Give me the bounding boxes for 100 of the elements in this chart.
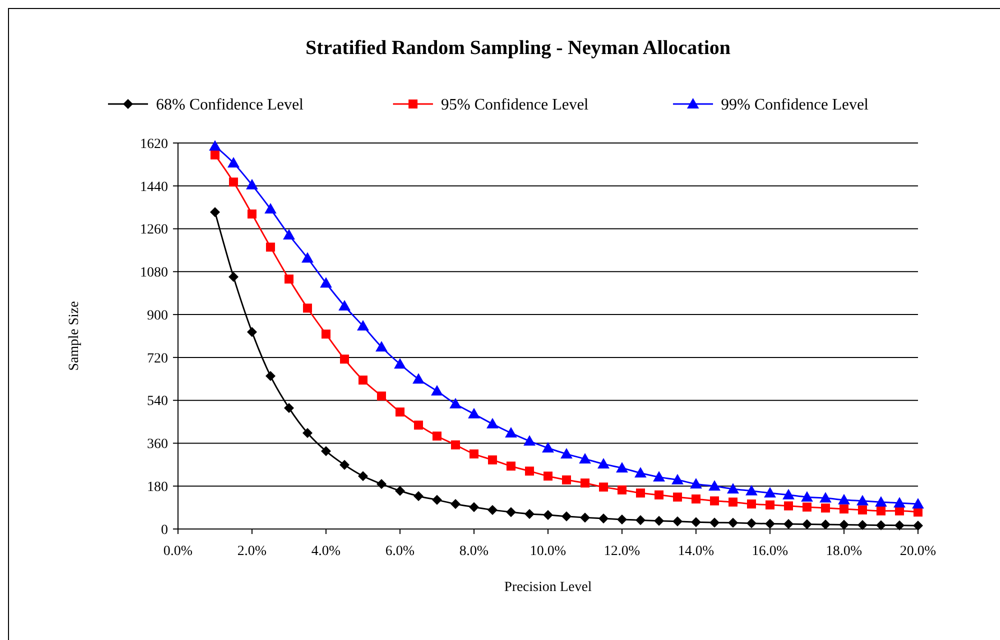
point xyxy=(321,446,331,456)
x-tick-label: 12.0% xyxy=(604,544,640,559)
point xyxy=(562,511,572,522)
legend-label: 99% Confidence Level xyxy=(721,96,870,114)
point xyxy=(377,392,386,401)
point xyxy=(838,494,850,504)
point xyxy=(506,462,516,471)
point xyxy=(784,518,794,529)
point xyxy=(691,517,701,528)
y-tick-label: 180 xyxy=(147,480,168,496)
point xyxy=(710,518,720,528)
point xyxy=(488,455,497,464)
x-tick-label: 18.0% xyxy=(826,544,862,559)
point xyxy=(210,207,220,218)
point xyxy=(876,520,886,530)
point xyxy=(692,494,700,504)
point xyxy=(338,300,350,310)
point xyxy=(358,471,368,482)
point xyxy=(672,516,682,526)
point xyxy=(765,518,775,529)
point xyxy=(839,520,849,530)
point xyxy=(746,518,756,528)
point xyxy=(690,478,702,488)
point xyxy=(505,426,517,438)
point xyxy=(618,485,626,494)
point xyxy=(746,484,758,496)
point xyxy=(266,242,275,252)
point xyxy=(634,467,646,478)
point xyxy=(580,478,590,488)
x-tick-label: 16.0% xyxy=(752,544,788,559)
y-tick-label: 1440 xyxy=(140,180,168,195)
point xyxy=(396,408,404,417)
point xyxy=(450,398,462,408)
point xyxy=(320,277,332,288)
point xyxy=(303,304,312,313)
point xyxy=(543,510,553,520)
point xyxy=(894,520,904,530)
point xyxy=(544,472,552,481)
point xyxy=(394,358,406,369)
point xyxy=(598,458,610,468)
point xyxy=(802,519,812,530)
point xyxy=(357,320,369,330)
point xyxy=(284,274,294,284)
point xyxy=(322,330,330,339)
chart-title: Stratified Random Sampling - Neyman Allocation xyxy=(305,37,731,59)
point xyxy=(560,448,572,458)
point xyxy=(747,499,756,508)
point xyxy=(414,491,424,502)
x-tick-label: 4.0% xyxy=(311,544,341,559)
point xyxy=(616,462,628,472)
point xyxy=(246,178,258,190)
point xyxy=(228,157,240,168)
point xyxy=(673,492,682,502)
point xyxy=(432,432,442,441)
point xyxy=(395,486,405,496)
point xyxy=(562,475,571,484)
point xyxy=(524,508,534,519)
point xyxy=(599,482,608,492)
y-axis-title: Sample Size xyxy=(67,301,82,371)
point xyxy=(858,505,867,514)
point xyxy=(728,518,738,528)
point xyxy=(636,488,645,498)
point xyxy=(653,471,665,482)
y-tick-label: 720 xyxy=(147,351,168,366)
point xyxy=(210,150,220,160)
point xyxy=(229,178,238,187)
point xyxy=(598,514,608,524)
point xyxy=(579,452,591,464)
x-tick-label: 8.0% xyxy=(459,544,489,559)
point xyxy=(617,514,627,524)
point xyxy=(876,506,886,516)
point xyxy=(913,520,923,531)
point xyxy=(525,466,534,476)
point xyxy=(340,460,350,470)
point xyxy=(782,488,794,500)
x-tick-label: 0.0% xyxy=(163,544,193,559)
point xyxy=(209,140,221,151)
legend-label: 95% Confidence Level xyxy=(441,96,590,114)
point xyxy=(710,496,719,506)
point xyxy=(727,482,739,494)
point xyxy=(766,500,774,510)
point xyxy=(672,474,684,484)
y-tick-label: 360 xyxy=(147,437,168,452)
point xyxy=(414,420,423,430)
point xyxy=(264,203,276,214)
point xyxy=(247,326,257,337)
point xyxy=(412,373,424,384)
point xyxy=(894,497,906,508)
x-tick-label: 2.0% xyxy=(237,544,267,559)
point xyxy=(450,498,460,509)
point xyxy=(764,487,776,498)
y-tick-label: 1260 xyxy=(140,222,168,238)
y-tick-label: 1620 xyxy=(140,136,168,152)
point xyxy=(542,442,554,452)
point xyxy=(821,504,830,513)
point xyxy=(488,504,498,515)
point xyxy=(820,492,832,503)
point xyxy=(451,440,460,450)
x-tick-label: 20.0% xyxy=(900,544,936,559)
point xyxy=(302,252,314,263)
